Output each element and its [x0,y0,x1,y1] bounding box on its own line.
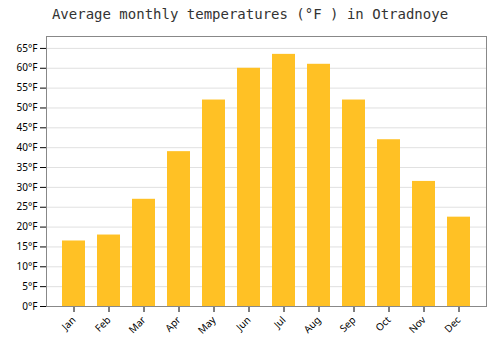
svg-text:Dec: Dec [441,313,464,336]
svg-text:Feb: Feb [91,313,113,335]
svg-text:Mar: Mar [125,313,148,336]
svg-text:20°F: 20°F [17,219,38,233]
html-text:Average monthly temperatures (: Average monthly temperatures (°F ) in Ot… [51,6,449,22]
svg-text:50°F: 50°F [17,100,38,114]
svg-text:30°F: 30°F [17,180,38,194]
svg-text:0°F: 0°F [22,299,37,313]
svg-text:10°F: 10°F [17,259,38,273]
svg-text:15°F: 15°F [17,239,38,253]
svg-text:Aug: Aug [300,313,323,336]
svg-text:40°F: 40°F [17,140,38,154]
svg-text:Sep: Sep [336,313,358,335]
svg-text:60°F: 60°F [17,60,38,74]
svg-text:Jan: Jan [58,313,79,334]
svg-text:55°F: 55°F [17,80,38,94]
svg-text:65°F: 65°F [17,41,38,55]
svg-text:Jun: Jun [232,313,253,334]
svg-text:5°F: 5°F [22,279,37,293]
svg-text:Apr: Apr [162,313,184,335]
svg-text:Jul: Jul [270,313,289,332]
svg-text:25°F: 25°F [17,199,38,213]
svg-text:35°F: 35°F [17,160,38,174]
svg-text:Oct: Oct [372,313,394,335]
svg-text:May: May [194,312,219,337]
svg-text:45°F: 45°F [17,120,38,134]
svg-text:Nov: Nov [405,312,429,336]
